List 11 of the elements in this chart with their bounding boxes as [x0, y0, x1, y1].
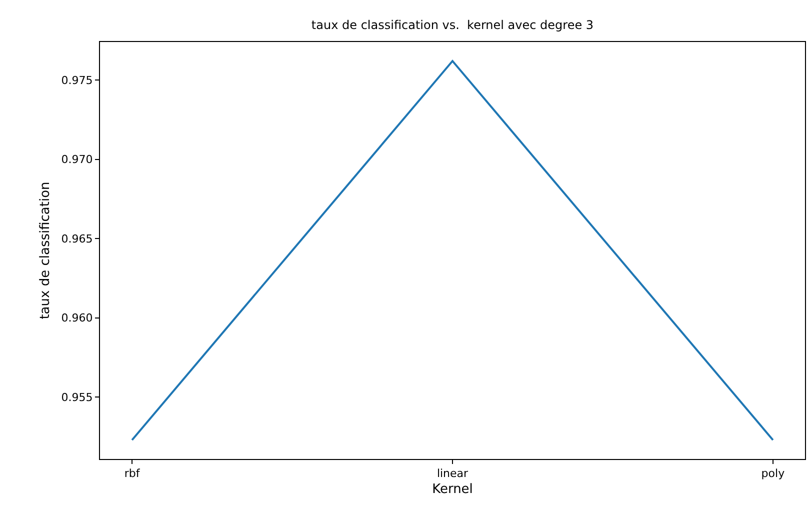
y-tick-label: 0.975	[61, 74, 93, 87]
x-tick-label: linear	[436, 467, 469, 480]
y-axis-title: taux de classification	[38, 182, 54, 320]
y-tick-label: 0.970	[61, 153, 93, 166]
y-tick-label: 0.955	[61, 391, 93, 404]
x-axis-title: Kernel	[432, 482, 473, 497]
chart-title: taux de classification vs. kernel avec degree 3	[311, 18, 594, 32]
x-tick-label: poly	[761, 467, 786, 480]
x-tick-label: rbf	[124, 467, 141, 480]
y-tick-label: 0.960	[61, 312, 93, 325]
y-tick-label: 0.965	[61, 232, 93, 246]
